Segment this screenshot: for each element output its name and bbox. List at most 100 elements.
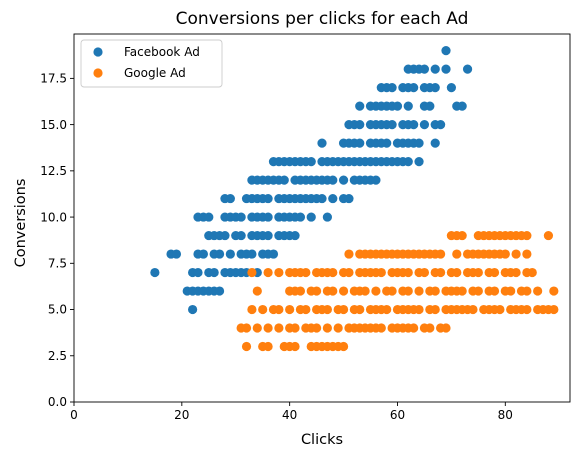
data-point xyxy=(241,323,252,333)
legend-box xyxy=(80,39,223,88)
data-point xyxy=(457,230,467,241)
data-point xyxy=(425,101,435,111)
data-point xyxy=(436,120,446,130)
data-point xyxy=(549,304,559,315)
data-point xyxy=(268,249,279,259)
x-tick-label: 80 xyxy=(498,408,513,422)
data-point xyxy=(522,249,532,259)
data-point xyxy=(338,304,349,315)
data-point xyxy=(252,286,262,296)
data-point xyxy=(344,267,354,278)
data-point xyxy=(543,230,554,241)
data-point xyxy=(328,286,338,296)
y-tick-label: 0.0 xyxy=(48,395,67,409)
data-point xyxy=(344,249,354,259)
data-point xyxy=(452,267,462,278)
data-point xyxy=(274,323,284,333)
data-point xyxy=(263,212,273,222)
data-point xyxy=(549,286,559,296)
data-point xyxy=(387,286,397,296)
data-point xyxy=(409,83,419,93)
data-point xyxy=(414,157,424,167)
data-point xyxy=(441,64,451,74)
data-point xyxy=(489,267,500,278)
y-tick-label: 10.0 xyxy=(40,210,67,224)
data-point xyxy=(247,267,257,278)
data-point xyxy=(441,323,451,333)
data-point xyxy=(328,267,338,278)
y-tick-label: 7.5 xyxy=(48,257,67,271)
data-point xyxy=(306,212,316,222)
data-point xyxy=(290,230,300,241)
data-point xyxy=(382,304,392,315)
y-tick-label: 12.5 xyxy=(40,164,67,178)
data-point xyxy=(263,230,273,241)
data-point xyxy=(263,323,273,333)
data-point xyxy=(338,341,349,352)
axes: 0 20 40 60 80 0.0 2.5 5.0 7.5 10.0 12.5 15.0 17.5 xyxy=(40,33,571,422)
data-point xyxy=(419,64,430,74)
data-point xyxy=(403,101,413,111)
data-point xyxy=(220,230,230,241)
data-point xyxy=(322,212,332,222)
data-point xyxy=(430,83,440,93)
data-point xyxy=(382,138,392,148)
legend-label: Facebook Ad xyxy=(124,45,200,59)
data-point xyxy=(209,267,219,278)
data-point xyxy=(258,304,268,315)
data-point xyxy=(355,304,365,315)
series-facebook-ad xyxy=(150,46,473,315)
data-point xyxy=(468,304,478,315)
data-point xyxy=(225,193,235,204)
data-point xyxy=(403,286,413,296)
data-point xyxy=(214,286,225,296)
data-point xyxy=(274,304,284,315)
plot-frame xyxy=(73,33,571,403)
data-point xyxy=(322,304,332,315)
data-point xyxy=(225,249,235,259)
data-point xyxy=(204,212,214,222)
data-point xyxy=(371,286,381,296)
legend-marker xyxy=(93,68,103,78)
data-point xyxy=(430,304,440,315)
data-point xyxy=(247,304,257,315)
series-google-ad xyxy=(236,230,559,352)
x-tick-label: 40 xyxy=(282,408,297,422)
data-point xyxy=(473,286,483,296)
data-point xyxy=(312,323,322,333)
data-point xyxy=(414,138,424,148)
data-point xyxy=(452,249,462,259)
data-point xyxy=(409,323,419,333)
data-point xyxy=(430,64,440,74)
data-point xyxy=(414,286,424,296)
data-point xyxy=(328,193,338,204)
data-point xyxy=(274,267,284,278)
data-point xyxy=(236,212,246,222)
data-point xyxy=(500,249,510,259)
data-point xyxy=(214,249,225,259)
data-point xyxy=(317,138,327,148)
data-point xyxy=(241,341,252,352)
data-point xyxy=(328,175,338,185)
data-point xyxy=(312,286,322,296)
data-point xyxy=(355,138,365,148)
x-tick-label: 20 xyxy=(174,408,189,422)
data-point xyxy=(436,249,446,259)
data-point xyxy=(263,267,273,278)
data-point xyxy=(457,101,467,111)
data-point xyxy=(489,286,500,296)
data-point xyxy=(436,267,446,278)
y-tick-label: 2.5 xyxy=(48,349,67,363)
data-point xyxy=(295,286,306,296)
data-point xyxy=(522,230,532,241)
data-point xyxy=(414,304,424,315)
data-point xyxy=(306,157,316,167)
data-point xyxy=(338,175,349,185)
data-point xyxy=(495,304,505,315)
data-point xyxy=(511,267,521,278)
data-point xyxy=(344,193,354,204)
data-point xyxy=(290,341,300,352)
data-point xyxy=(193,267,203,278)
data-point xyxy=(355,120,365,130)
